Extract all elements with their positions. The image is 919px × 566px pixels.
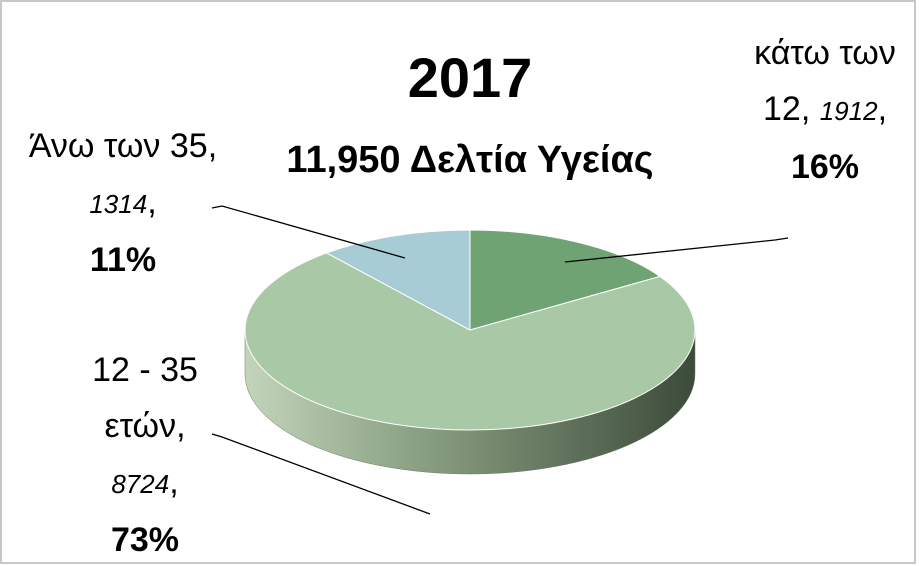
separator: ,: [176, 407, 186, 445]
leader-line: [211, 433, 431, 515]
data-label: 12 - 35 ετών, 8724, 73%: [70, 342, 220, 566]
leader-line: [211, 205, 406, 259]
pct: 11%: [89, 241, 157, 279]
separator: ,: [169, 463, 179, 501]
category-label: 12 - 35 ετών: [92, 351, 198, 445]
chart-subtitle: 11,950 Δελτία Υγείας: [286, 139, 653, 181]
pie-slice: [469, 229, 662, 331]
separator: ,: [877, 90, 888, 128]
pie-slice: [244, 252, 696, 431]
category-label: Άνω των 35: [28, 127, 208, 165]
pie: [244, 229, 696, 475]
data-label: κάτω των 12, 1912, 16%: [745, 25, 905, 195]
val: 1912: [819, 96, 878, 126]
separator: ,: [147, 183, 157, 221]
pie-slice: [325, 229, 471, 331]
data-label: Άνω των 35, 1314, 11%: [28, 118, 218, 288]
category-label: κάτω των 12: [754, 34, 896, 128]
separator: ,: [800, 90, 811, 128]
val: 1314: [89, 189, 148, 219]
leader-line: [564, 237, 789, 263]
pct: 73%: [110, 521, 180, 559]
pct: 16%: [790, 148, 860, 186]
leader-lines: [211, 205, 789, 515]
chart-title: 2017: [408, 46, 533, 109]
separator: ,: [207, 127, 218, 165]
val: 8724: [111, 469, 170, 499]
